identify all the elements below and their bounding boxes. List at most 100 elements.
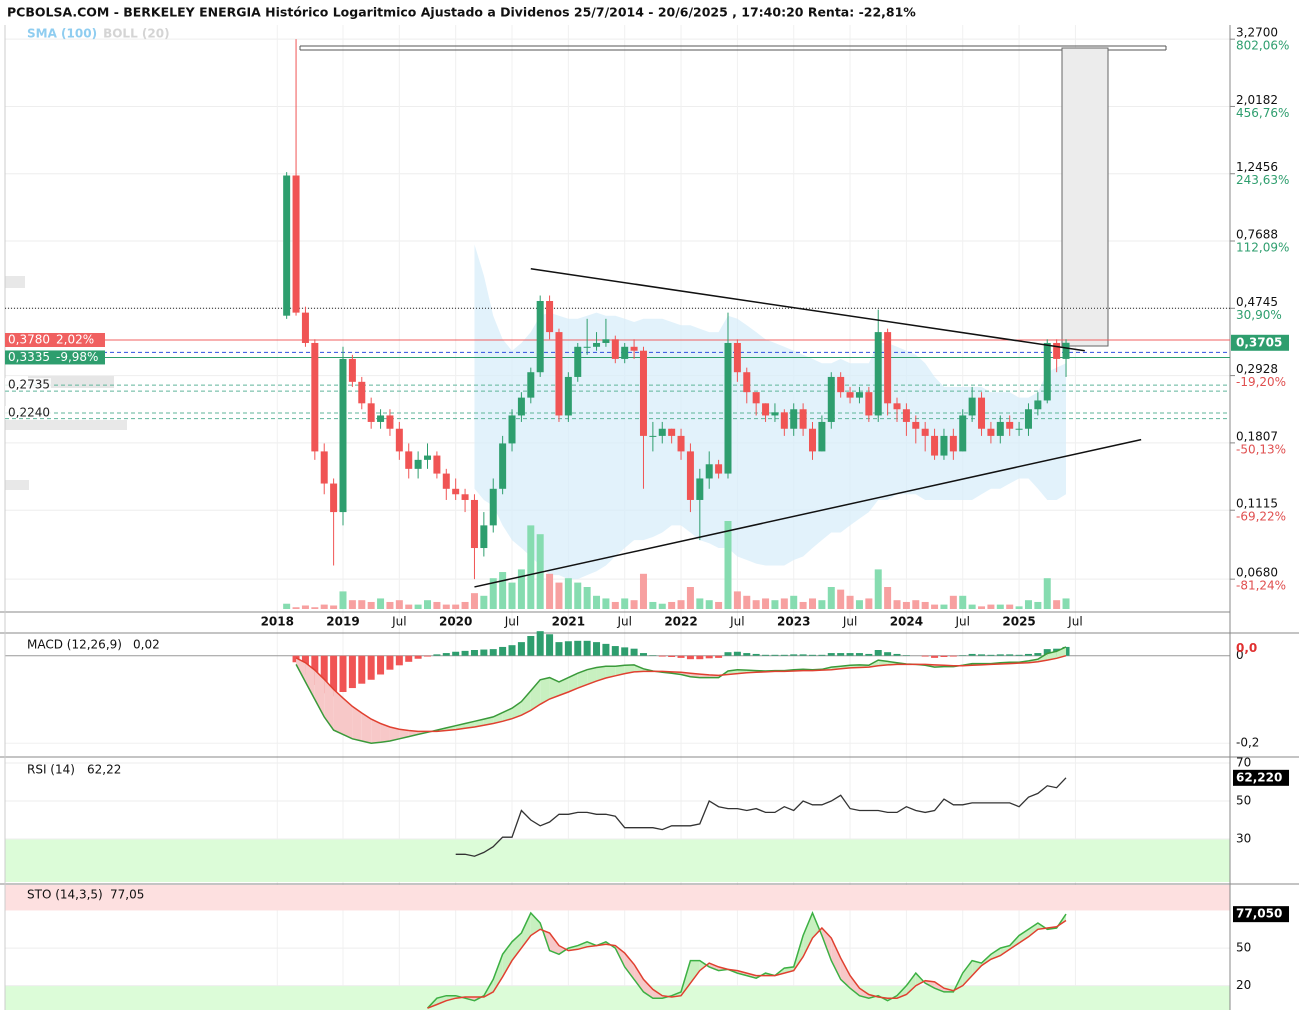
level-change: 2,02% [56,332,94,346]
candle-body [752,392,760,404]
rsi-line [455,777,1067,857]
cross-fill [605,666,616,678]
macd-histogram [752,653,760,656]
macd-histogram [827,653,835,656]
macd-histogram [715,655,723,658]
y-tick-label: 70 [1236,756,1251,770]
candle-body [283,175,291,316]
candle-body [686,451,694,500]
cross-fill [568,673,578,692]
volume-bar [283,603,291,609]
candle-body [968,397,976,416]
oversold-zone [5,985,1230,1010]
candle-body [414,459,422,469]
candle-body [874,332,882,416]
volume-bar [508,582,516,609]
volume-bar [771,600,779,609]
sto-d-line [427,919,1067,1009]
macd-histogram [865,653,873,656]
macd-histogram [696,655,704,660]
level-label: 0,3335 [8,350,50,364]
volume-bar [818,600,826,609]
volume-bar [311,607,319,609]
macd-histogram [987,654,995,656]
candle-body [442,473,450,489]
cross-fill [1019,929,1029,944]
candle-body [320,451,328,484]
level-label-box [5,378,51,393]
volume-bar [611,601,619,609]
macd-histogram [395,655,403,666]
macd-histogram [621,647,629,656]
cross-fill [305,662,315,700]
volume-bar [517,569,525,609]
volume-bar [639,573,647,609]
volume-bar [593,595,601,609]
candle-body [1053,342,1061,359]
macd-histogram [499,646,507,656]
level-change: -9,98% [56,350,98,364]
cross-fill [493,712,503,724]
volume-bar [358,600,366,609]
volume-bar [677,600,685,609]
legend-entry: BOLL (20) [103,27,170,41]
cross-fill [521,690,531,716]
volume-bar [367,601,375,609]
volume-bar [348,600,356,609]
y-tick-change: -69,22% [1236,510,1286,524]
y-tick-change: 112,09% [1236,241,1289,255]
volume-bar [893,600,901,609]
y-tick-change: -81,24% [1236,579,1286,593]
macd-histogram [358,655,366,684]
volume-bar [339,591,347,609]
candle-body [649,435,657,437]
cross-fill [296,657,306,682]
macd-histogram [546,634,554,656]
candle-body [855,392,863,398]
cross-fill [333,689,343,735]
y-tick-label: -0,2 [1236,736,1259,750]
candle-body [424,455,432,460]
volume-bar [489,578,497,609]
macd-histogram [884,652,892,656]
layer-back [5,25,1230,1010]
volume-bar [1024,600,1032,609]
y-tick-change: 30,90% [1236,308,1282,322]
macd-histogram [508,645,516,656]
candle-body [602,339,610,343]
volume-bar [968,604,976,609]
panel-value: 77,05 [110,888,144,902]
y-tick-label: 50 [1236,941,1251,955]
y-tick-label: 50 [1236,794,1251,808]
volume-bar [320,604,328,609]
candle-body [846,392,854,398]
y-tick-label: 0,7688 [1236,228,1278,242]
volume-bar [1062,598,1070,609]
volume-bar [1034,601,1042,609]
macd-histogram [536,631,544,656]
candle-body [574,346,582,377]
cross-fill [962,960,973,986]
volume-bar [921,601,929,609]
last-price-label: 0,3705 [1236,335,1282,349]
cross-fill [831,938,841,980]
macd-histogram [386,655,394,670]
candle-body [330,483,338,513]
volume-bar [931,604,939,609]
macd-histogram [940,655,948,657]
cross-fill [634,964,644,992]
macd-histogram [564,641,572,656]
y-tick-change: -50,13% [1236,442,1286,456]
volume-bar [330,605,338,609]
macd-histogram [593,642,601,656]
macd-histogram [677,655,685,658]
candle-body [733,342,741,373]
y-tick-label: 0,0680 [1236,566,1278,580]
candle-body [762,403,770,416]
candle-body [470,499,478,549]
x-tick-label: Jul [729,615,744,629]
candle-body [311,342,319,452]
volume-bar [790,595,798,609]
